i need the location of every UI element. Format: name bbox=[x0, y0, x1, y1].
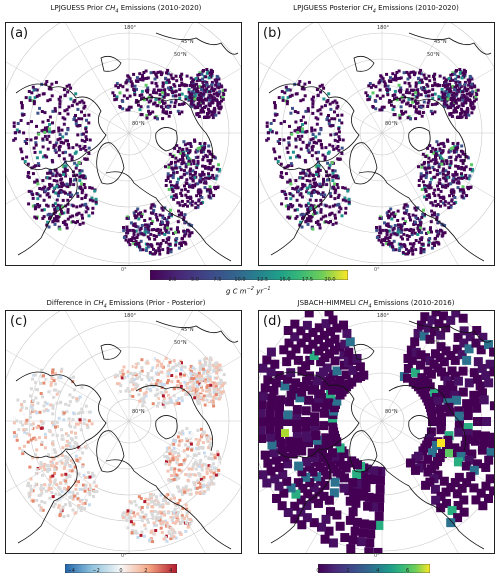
colorbar-difference bbox=[64, 558, 178, 574]
panel-d-map: 45°N 50°N 80°N 180° (d) bbox=[258, 310, 495, 554]
colorbar-tick: −2 bbox=[92, 568, 100, 574]
lat-45-label: 45°N bbox=[181, 327, 194, 333]
polar-map-c: 45°N 50°N 80°N 180° bbox=[6, 311, 241, 553]
polar-map-b: 45°N 50°N 80°N 180° bbox=[259, 23, 494, 265]
lat-45-label: 45°N bbox=[434, 327, 447, 333]
lat-50-label: 50°N bbox=[174, 52, 187, 58]
colorbar-tick: 20.0 bbox=[324, 277, 336, 283]
emission-pixels bbox=[259, 311, 494, 553]
coastlines bbox=[15, 32, 239, 262]
lat-50-label: 50°N bbox=[174, 340, 187, 346]
colorbar-jsbach bbox=[317, 558, 431, 574]
colorbar-tick: 7.5 bbox=[213, 277, 222, 283]
emission-pixels bbox=[12, 68, 227, 256]
panel-a-title: LPJGUESS Prior CH4 Emissions (2010-2020) bbox=[50, 4, 202, 15]
lon-label-bottom-c: 0° bbox=[121, 553, 127, 559]
lon-label-bottom-d: 0° bbox=[374, 553, 380, 559]
coastlines bbox=[268, 32, 492, 262]
colorbar-emissions-label: g C m−2 yr−1 bbox=[226, 286, 271, 296]
greenland-outline bbox=[96, 430, 125, 473]
colorbar-tick: 6 bbox=[406, 568, 410, 574]
lat-45-label: 45°N bbox=[434, 39, 447, 45]
colorbar-tick: 12.5 bbox=[256, 277, 269, 283]
panel-c-title: Difference in CH4 Emissions (Prior - Pos… bbox=[46, 299, 206, 310]
colorbar-tick: 10.0 bbox=[234, 277, 246, 283]
lat-80-label: 80°N bbox=[385, 121, 398, 127]
colorbar-emissions bbox=[149, 265, 349, 281]
lon-label-bottom-b: 0° bbox=[374, 267, 380, 273]
colorbar-tick: 5.0 bbox=[191, 277, 199, 283]
panel-a-map: 45°N 50°N 80°N 180° (a) bbox=[5, 22, 242, 266]
colorbar-tick: 2 bbox=[346, 568, 350, 574]
lon-label-bottom-a: 0° bbox=[121, 267, 127, 273]
lon-180-label: 180° bbox=[377, 25, 390, 31]
lat-45-label: 45°N bbox=[181, 39, 194, 45]
greenland-outline bbox=[349, 430, 378, 473]
panel-letter-c: (c) bbox=[10, 314, 28, 329]
lat-50-label: 50°N bbox=[427, 52, 440, 58]
panel-letter-a: (a) bbox=[10, 26, 29, 41]
polar-map-a: 45°N 50°N 80°N 180° bbox=[6, 23, 241, 265]
panel-b-title: LPJGUESS Posterior CH4 Emissions (2010-2… bbox=[293, 4, 459, 15]
colorbar-tick: 4 bbox=[376, 568, 380, 574]
greenland-outline bbox=[96, 142, 125, 185]
colorbar-tick: 2 bbox=[144, 568, 148, 574]
emission-pixels bbox=[265, 68, 480, 256]
colorbar-tick: −4 bbox=[67, 568, 75, 574]
emission-pixels bbox=[12, 356, 227, 544]
colorbar-tick: 0 bbox=[316, 568, 320, 574]
colorbar-tick: 2.5 bbox=[168, 277, 177, 283]
greenland-outline bbox=[349, 142, 378, 185]
lon-180-label: 180° bbox=[124, 25, 137, 31]
lat-80-label: 80°N bbox=[385, 409, 398, 415]
panel-letter-d: (d) bbox=[263, 314, 282, 329]
lon-180-label: 180° bbox=[377, 313, 390, 319]
panel-b-map: 45°N 50°N 80°N 180° (b) bbox=[258, 22, 495, 266]
lat-80-label: 80°N bbox=[132, 121, 145, 127]
colorbar-tick: 17.5 bbox=[301, 277, 314, 283]
panel-d-title: JSBACH-HIMMELI CH4 Emissions (2010-2016) bbox=[297, 299, 455, 310]
lon-180-label: 180° bbox=[124, 313, 137, 319]
lat-50-label: 50°N bbox=[427, 340, 440, 346]
panel-letter-b: (b) bbox=[263, 26, 282, 41]
lat-80-label: 80°N bbox=[132, 409, 145, 415]
colorbar-tick: 0 bbox=[119, 568, 123, 574]
coastlines bbox=[15, 320, 239, 550]
coastlines bbox=[268, 320, 492, 550]
colorbar-tick: 4 bbox=[169, 568, 173, 574]
colorbar-tick: 15.0 bbox=[279, 277, 291, 283]
panel-c-map: 45°N 50°N 80°N 180° (c) bbox=[5, 310, 242, 554]
polar-map-d: 45°N 50°N 80°N 180° bbox=[259, 311, 494, 553]
